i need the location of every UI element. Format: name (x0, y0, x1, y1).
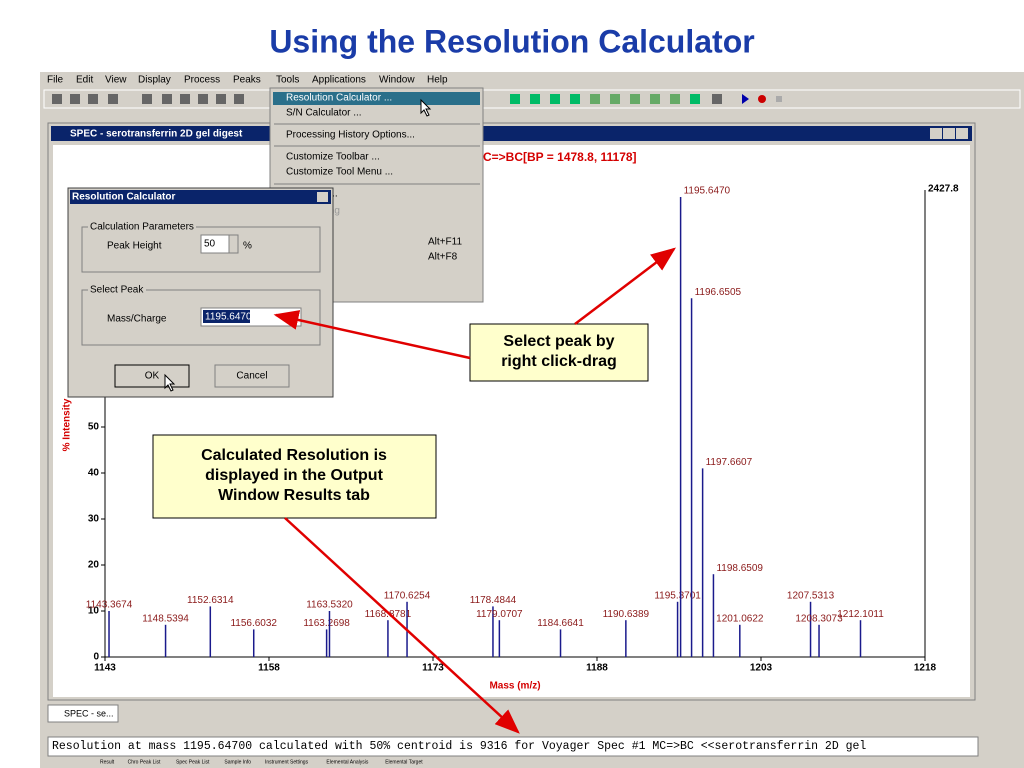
output-tab[interactable]: Elemental Target (385, 759, 423, 765)
doc-tab[interactable] (47, 704, 119, 723)
peak-label: 1197.6607 (706, 457, 753, 468)
callout-box (469, 323, 649, 382)
ok-label: OK (145, 371, 160, 382)
menu-item[interactable]: View (105, 75, 127, 86)
menu-item[interactable]: Help (427, 75, 448, 86)
peak-label: 1148.5394 (142, 613, 189, 624)
y-tick-label: 10 (88, 606, 100, 617)
arrows (273, 247, 676, 734)
output-tab[interactable]: Chro Peak List (128, 759, 161, 765)
menu-item[interactable]: Customize Toolbar ... (286, 152, 380, 163)
menu-shortcut: Alt+F11 (428, 237, 462, 248)
window-buttons[interactable] (930, 128, 968, 139)
x-tick-label: 1173 (422, 663, 444, 674)
chart-title: C=>BC[BP = 1478.8, 11178] (483, 150, 637, 164)
x-axis-label: Mass (m/z) (489, 681, 540, 692)
menu-item[interactable]: S/N Calculator ... (286, 108, 362, 119)
x-tick-label: 1188 (586, 663, 608, 674)
peak-label: 1143.3674 (86, 600, 133, 611)
output-tab[interactable]: Result (100, 759, 115, 765)
unit: % (243, 241, 252, 252)
menu-item[interactable]: Edit (76, 75, 93, 86)
toolbar (43, 89, 1021, 109)
output-tabs: Result Chro Peak List Spec Peak List Sample… (100, 759, 423, 765)
menu-item[interactable]: Resolution Calculator ... (286, 93, 392, 104)
x-tick-label: 1158 (258, 663, 280, 674)
x-tick-label: 1203 (750, 663, 773, 674)
peak-label: 1198.6509 (716, 563, 763, 574)
output-tab[interactable]: Instrument Settings (265, 759, 309, 765)
peak-label: 1170.6254 (384, 590, 431, 601)
y-tick-label: 40 (88, 468, 100, 479)
peak-label: 1196.6505 (695, 287, 742, 298)
menu-item[interactable]: Customize Tool Menu ... (286, 167, 393, 178)
callout-box (152, 434, 437, 519)
field-label: Peak Height (107, 241, 162, 252)
peak-label: 1152.6314 (187, 595, 234, 606)
group-label: Select Peak (90, 285, 144, 296)
peak-label: 1163.5320 (306, 600, 353, 611)
field-label: Mass/Charge (107, 314, 167, 325)
peak-label: 1195.3701 (654, 590, 701, 601)
peak-label: 1156.6032 (230, 618, 277, 629)
peak-label: 1163.2698 (303, 618, 350, 629)
menu-item[interactable]: Processing History Options... (286, 130, 415, 141)
peak-label: 1190.6389 (603, 609, 650, 620)
menu-item[interactable]: Tools (276, 75, 299, 86)
x-tick-label: 1218 (914, 663, 937, 674)
output-text: Resolution at mass 1195.64700 calculated… (52, 740, 866, 753)
menu-item[interactable]: Applications (312, 75, 366, 86)
x-tick-label: 1143 (94, 663, 116, 674)
cancel-button[interactable] (214, 364, 290, 388)
window-title: SPEC - serotransferrin 2D gel digest (70, 129, 243, 140)
callout-text: Select peak by right click-drag (501, 333, 617, 370)
output-window (47, 736, 979, 757)
y-tick-label: 30 (88, 514, 100, 525)
y-axis-label: % Intensity (62, 398, 73, 451)
peak-label: 1212.1011 (837, 609, 884, 620)
peak-label: 1208.3073 (795, 613, 843, 624)
output-tab[interactable]: Sample Info (224, 759, 251, 765)
doc-tab-label: SPEC - se... (64, 708, 114, 718)
field-value: 1195.6470 (205, 312, 252, 323)
group-label: Calculation Parameters (90, 222, 194, 233)
slide-title: Using the Resolution Calculator (269, 23, 754, 59)
menu-shortcut: Alt+F8 (428, 252, 458, 263)
y-tick-label: 0 (93, 652, 99, 663)
dialog-title: Resolution Calculator (72, 192, 175, 203)
field-value: 50 (204, 239, 216, 250)
peak-label: 1178.4844 (470, 595, 517, 606)
menu-item[interactable]: Peaks (233, 75, 261, 86)
y-tick-label: 20 (88, 560, 100, 571)
peak-label: 1179.0707 (476, 609, 523, 620)
annotation: 2427.8 (928, 184, 959, 195)
cursor (164, 373, 176, 392)
y-tick-label: 50 (88, 422, 100, 433)
peak-label: 1207.5313 (787, 590, 835, 601)
menu-highlight[interactable] (273, 92, 480, 105)
cancel-label: Cancel (236, 371, 267, 382)
menu-item[interactable]: File (47, 75, 64, 86)
menu-bar: File Edit View Display Process Peaks Tools Appl… (47, 75, 448, 86)
peak-label: 1195.6470 (684, 186, 731, 197)
output-tab[interactable]: Elemental Analysis (326, 759, 368, 765)
peak-label: 1184.6641 (537, 618, 584, 629)
menu-item[interactable]: Window (379, 75, 415, 86)
callout-text: Calculated Resolution is displayed in the… (201, 447, 387, 504)
cursor (420, 98, 432, 117)
output-tab[interactable]: Spec Peak List (176, 759, 210, 765)
peak-label: 1201.0622 (716, 613, 764, 624)
menu-item[interactable]: Process (184, 75, 220, 86)
menu-item[interactable]: Display (138, 75, 171, 86)
